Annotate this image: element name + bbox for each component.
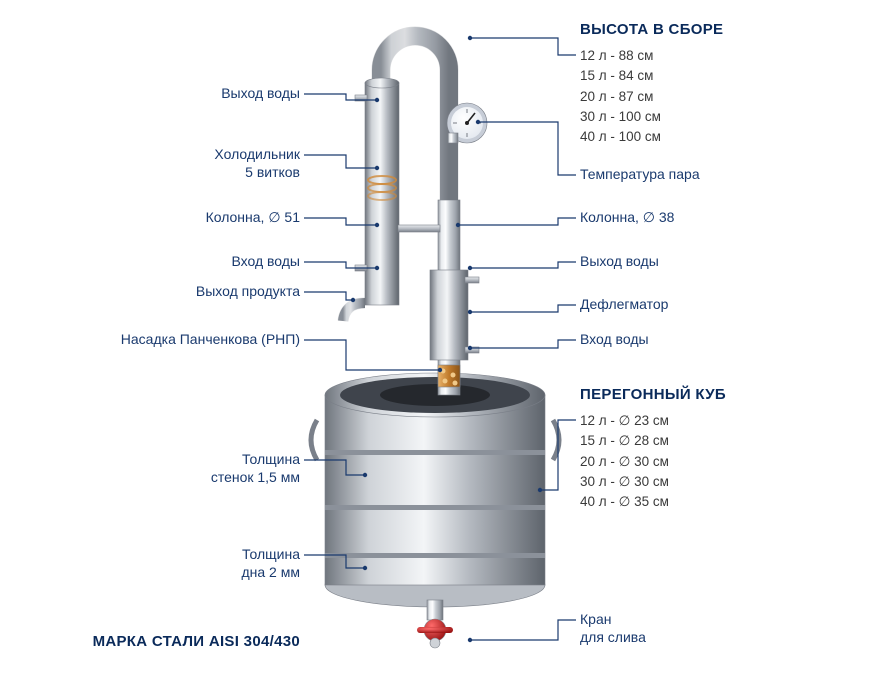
label-rnp: Насадка Панченкова (РНП) (121, 331, 300, 349)
label-water_in: Вход воды (231, 253, 300, 271)
label-bottom: Толщинадна 2 мм (241, 546, 300, 581)
label-column51: Колонна, ∅ 51 (206, 209, 300, 227)
label-water_in2: Вход воды (580, 331, 649, 349)
label-column38: Колонна, ∅ 38 (580, 209, 674, 227)
label-cube_h: ПЕРЕГОННЫЙ КУБ (580, 386, 726, 405)
label-prod_out: Выход продукта (196, 283, 300, 301)
label-water_out: Выход воды (221, 85, 300, 103)
label-assembled_h: ВЫСОТА В СБОРЕ (580, 21, 723, 40)
label-steam_temp: Температура пара (580, 166, 700, 184)
label-water_out2: Выход воды (580, 253, 659, 271)
label-cooler: Холодильник5 витков (214, 146, 300, 181)
label-drain: Крандля слива (580, 611, 646, 646)
label-reflux: Дефлегматор (580, 296, 668, 314)
label-steel: МАРКА СТАЛИ AISI 304/430 (93, 633, 300, 652)
label-assembled_specs: 12 л - 88 см15 л - 84 см20 л - 87 см30 л… (580, 46, 661, 147)
label-cube_specs: 12 л - ∅ 23 см15 л - ∅ 28 см20 л - ∅ 30 … (580, 411, 669, 512)
label-wall: Толщинастенок 1,5 мм (211, 451, 300, 486)
